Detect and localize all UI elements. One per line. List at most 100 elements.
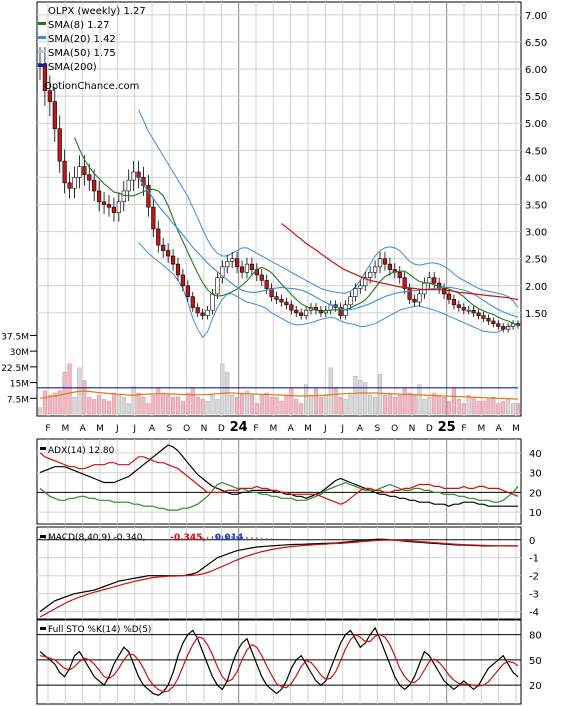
candle-body bbox=[432, 277, 437, 284]
volume-bar bbox=[102, 399, 107, 415]
volume-bar bbox=[264, 392, 269, 415]
volume-bar bbox=[97, 394, 102, 415]
legend-swatch-sma200 bbox=[38, 64, 46, 67]
volume-bar bbox=[387, 392, 392, 415]
candle-body bbox=[481, 315, 486, 319]
volume-bar bbox=[392, 396, 397, 415]
price-series bbox=[37, 47, 521, 339]
candle-body bbox=[67, 182, 72, 189]
x-tick-label-25: M bbox=[477, 424, 485, 434]
volume-bar bbox=[230, 394, 235, 415]
candle-body bbox=[57, 128, 62, 162]
volume-bar bbox=[156, 388, 161, 415]
x-tick-label-5: J bbox=[132, 424, 136, 434]
price-tick-label-6: 4.00 bbox=[525, 173, 547, 184]
x-tick-label-15: M bbox=[304, 424, 312, 434]
candle-body bbox=[146, 185, 151, 208]
price-tick-label-10: 2.00 bbox=[525, 282, 547, 293]
volume-bar bbox=[171, 396, 176, 415]
volume-bar bbox=[294, 399, 299, 415]
volume-bar bbox=[343, 399, 348, 415]
volume-bar bbox=[491, 396, 496, 415]
volume-bar bbox=[126, 403, 131, 415]
volume-bar bbox=[299, 403, 304, 415]
volume-bar bbox=[210, 394, 215, 415]
legend-label-sma200: SMA(200) bbox=[48, 62, 97, 73]
candle-body bbox=[87, 174, 92, 181]
candle-body bbox=[180, 274, 186, 287]
volume-bar bbox=[328, 367, 333, 415]
stochastic-title: Full STO %K(14) %D(5) bbox=[48, 625, 151, 635]
candle-body bbox=[294, 309, 299, 314]
stochastic-y-ticks: 80 50 20 bbox=[529, 631, 542, 693]
candle-body bbox=[372, 266, 378, 273]
volume-bar bbox=[136, 392, 141, 415]
candle-body bbox=[239, 266, 245, 273]
candle-body bbox=[230, 258, 235, 262]
volume-bar bbox=[205, 401, 210, 415]
volume-bar bbox=[239, 392, 245, 415]
candle-body bbox=[441, 288, 447, 295]
candle-body bbox=[358, 285, 363, 289]
adx-title: ADX(14) 12.80 bbox=[48, 446, 115, 456]
volume-bar bbox=[289, 388, 294, 415]
candle-body bbox=[116, 201, 121, 213]
candle-body bbox=[422, 282, 427, 295]
volume-bar bbox=[235, 396, 240, 415]
volume-bar bbox=[511, 403, 516, 415]
volume-bar bbox=[422, 399, 427, 415]
x-tick-label-1: M bbox=[61, 424, 69, 434]
indicator-line-0 bbox=[39, 444, 518, 507]
price-tick-label-11: 1.50 bbox=[525, 309, 547, 320]
volume-bar bbox=[82, 380, 87, 415]
volume-bar bbox=[269, 396, 274, 415]
volume-bar bbox=[220, 363, 225, 415]
bollinger-lower-line bbox=[138, 242, 519, 339]
volume-bar bbox=[313, 388, 319, 415]
x-tick-label-4: J bbox=[115, 424, 119, 434]
candle-body bbox=[136, 171, 141, 178]
candle-body bbox=[126, 179, 131, 192]
candle-body bbox=[92, 179, 97, 192]
volume-bar bbox=[37, 407, 43, 415]
volume-bar bbox=[432, 392, 437, 415]
x-tick-label-19: S bbox=[374, 424, 380, 434]
volume-bar bbox=[407, 392, 412, 415]
adx-swatch bbox=[40, 447, 46, 450]
candle-body bbox=[111, 206, 117, 213]
indicator-line-1 bbox=[39, 633, 519, 693]
macd-swatch bbox=[40, 535, 46, 538]
candle-body bbox=[471, 309, 476, 314]
legend-label-sma8: SMA(8) 1.27 bbox=[48, 20, 109, 31]
x-tick-label-3: M bbox=[96, 424, 104, 434]
price-panel: 7.00 6.50 6.00 5.50 5.00 4.50 4.00 3.50 3.00 2.50… bbox=[1, 1, 547, 417]
volume-bar bbox=[57, 390, 62, 415]
candle-body bbox=[47, 90, 52, 102]
volume-bar bbox=[166, 394, 171, 415]
candle-body bbox=[397, 271, 402, 278]
volume-bar bbox=[402, 388, 407, 415]
candle-body bbox=[427, 277, 432, 284]
stochastic-series bbox=[39, 626, 519, 696]
volume-bar bbox=[190, 388, 195, 415]
price-tick-label-1: 6.50 bbox=[525, 38, 547, 49]
indicator-tick-label-2: 20 bbox=[529, 681, 542, 692]
volume-bar bbox=[353, 376, 358, 415]
x-tick-label-16: J bbox=[323, 424, 327, 434]
volume-bar bbox=[412, 394, 417, 415]
indicator-tick-label-3: -3 bbox=[529, 590, 539, 601]
adx-panel: 40 30 20 10 ADX(14) 12.80 bbox=[36, 438, 542, 525]
volume-bar bbox=[481, 401, 486, 415]
volume-bar bbox=[363, 382, 368, 415]
volume-bar bbox=[471, 396, 476, 415]
volume-bar bbox=[348, 394, 353, 415]
candle-body bbox=[121, 190, 126, 203]
x-tick-label-23: 25 bbox=[438, 420, 456, 435]
candle-body bbox=[215, 277, 220, 295]
x-tick-label-21: N bbox=[409, 424, 416, 434]
volume-bar bbox=[111, 392, 116, 415]
volume-bar bbox=[304, 384, 309, 415]
candle-body bbox=[210, 293, 215, 311]
volume-bar bbox=[323, 394, 328, 415]
